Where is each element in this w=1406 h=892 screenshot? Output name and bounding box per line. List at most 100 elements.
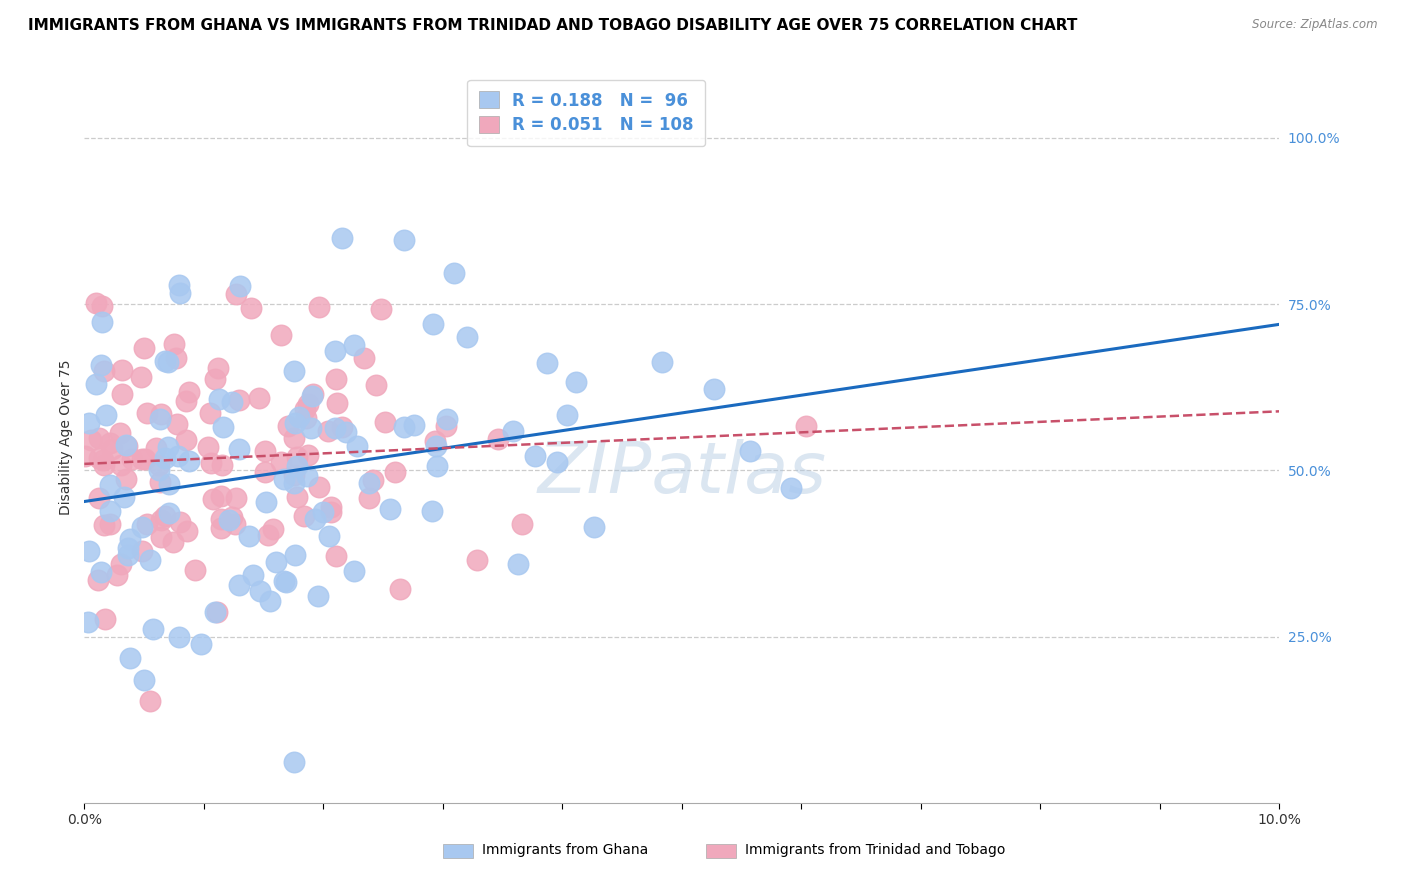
Point — [87, 491, 110, 506]
Point — [114, 438, 136, 452]
Point — [100, 504, 122, 518]
Point — [169, 515, 191, 529]
Point — [343, 564, 366, 578]
Point — [506, 558, 529, 572]
Point — [208, 392, 231, 407]
Point — [301, 387, 323, 401]
Point — [174, 433, 197, 447]
Point — [184, 562, 207, 576]
Point — [389, 582, 412, 596]
Point — [96, 408, 118, 422]
Point — [139, 694, 162, 708]
Point — [740, 443, 762, 458]
Point — [583, 520, 606, 534]
Point — [120, 650, 142, 665]
Point — [285, 490, 308, 504]
Point — [297, 397, 319, 411]
Point — [166, 417, 188, 431]
Point — [325, 396, 347, 410]
Point — [420, 504, 443, 518]
Point — [295, 469, 318, 483]
Point — [325, 372, 347, 386]
Point — [90, 358, 112, 372]
Point — [316, 424, 339, 438]
Point — [425, 439, 447, 453]
Point — [198, 406, 221, 420]
Point — [157, 477, 180, 491]
Point — [201, 492, 224, 507]
Point — [283, 467, 305, 482]
Point — [167, 631, 190, 645]
Point — [176, 524, 198, 539]
Point — [204, 605, 226, 619]
Point — [131, 520, 153, 534]
Point — [285, 459, 308, 474]
Point — [256, 528, 278, 542]
Point — [150, 407, 173, 421]
Point — [224, 516, 246, 531]
Point — [380, 502, 402, 516]
Point — [153, 451, 176, 466]
FancyBboxPatch shape — [706, 845, 735, 858]
Point — [361, 473, 384, 487]
Point — [111, 363, 134, 377]
Point — [115, 439, 138, 453]
Point — [364, 377, 387, 392]
Point — [218, 513, 240, 527]
Point — [179, 454, 201, 468]
Point — [93, 518, 115, 533]
Point — [292, 509, 315, 524]
Point — [167, 277, 190, 292]
Point — [132, 673, 155, 688]
Point — [209, 512, 232, 526]
Y-axis label: Disability Age Over 75: Disability Age Over 75 — [59, 359, 73, 515]
Point — [283, 431, 305, 445]
Point — [174, 393, 197, 408]
Point — [357, 491, 380, 506]
Point — [254, 495, 277, 509]
Point — [190, 637, 212, 651]
Point — [443, 267, 465, 281]
Point — [325, 549, 347, 563]
Point — [254, 465, 277, 479]
Point — [89, 451, 111, 466]
Point — [134, 341, 156, 355]
Point — [288, 409, 311, 424]
Point — [153, 509, 176, 524]
Point — [295, 411, 318, 425]
Point — [93, 364, 115, 378]
Point — [273, 473, 295, 487]
Point — [225, 287, 247, 301]
Point — [259, 593, 281, 607]
Point — [299, 421, 322, 435]
Point — [308, 480, 330, 494]
Point — [274, 574, 297, 589]
Point — [330, 230, 353, 244]
Point — [323, 421, 346, 435]
Point — [129, 370, 152, 384]
Point — [273, 574, 295, 588]
Point — [204, 371, 226, 385]
Point — [228, 392, 250, 407]
Point — [277, 419, 299, 434]
Point — [247, 391, 270, 405]
Point — [153, 354, 176, 368]
Point — [110, 558, 132, 572]
Point — [89, 431, 111, 445]
Point — [536, 356, 558, 370]
Point — [312, 505, 335, 519]
Point — [319, 505, 342, 519]
Point — [148, 458, 170, 472]
Point — [162, 337, 184, 351]
Point — [142, 622, 165, 636]
Point — [118, 532, 141, 546]
Point — [374, 415, 396, 429]
Point — [323, 343, 346, 358]
Point — [131, 452, 153, 467]
Point — [283, 755, 305, 769]
Point — [285, 450, 308, 464]
Point — [149, 475, 172, 489]
Point — [138, 553, 160, 567]
Point — [228, 578, 250, 592]
Point — [301, 389, 323, 403]
